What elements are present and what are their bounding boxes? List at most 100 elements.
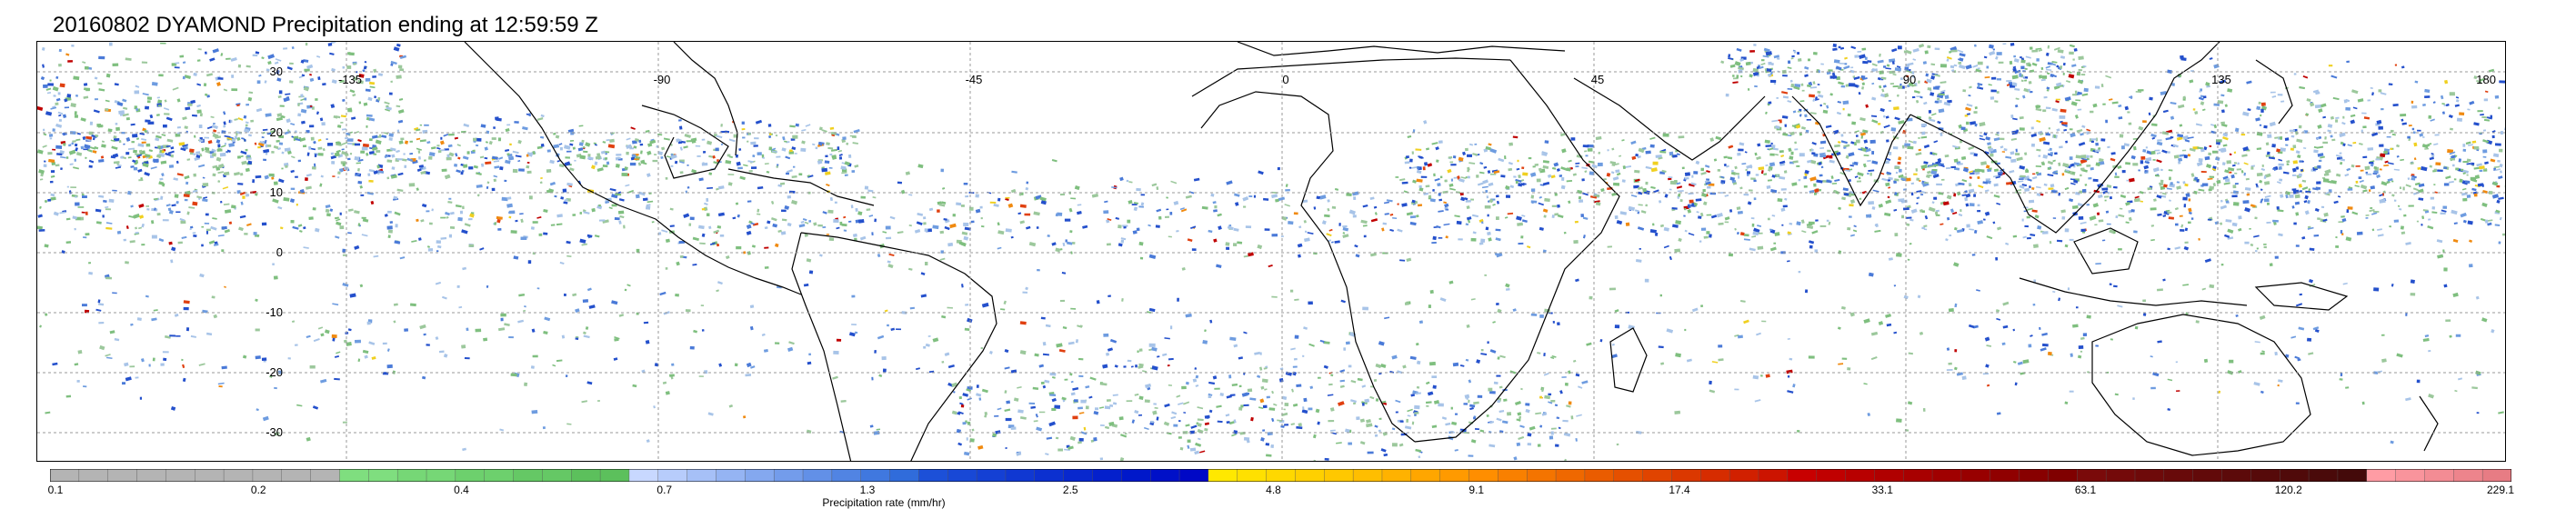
- precip-cell: [277, 370, 283, 374]
- precip-cell: [536, 117, 544, 121]
- precip-cell: [1466, 205, 1470, 210]
- precip-cell: [2295, 212, 2300, 216]
- precip-cell: [39, 324, 42, 328]
- precip-cell: [2240, 170, 2244, 174]
- precip-cell: [1303, 220, 1307, 224]
- precip-cell: [1542, 181, 1550, 186]
- precip-cell: [2490, 158, 2496, 163]
- precip-cell: [2347, 188, 2353, 191]
- precip-cell: [201, 244, 204, 247]
- precip-cell: [98, 195, 105, 198]
- precip-cell: [2019, 185, 2025, 189]
- precip-cell: [331, 161, 336, 165]
- precip-cell: [2224, 169, 2230, 174]
- precip-cell: [390, 147, 396, 152]
- precip-cell: [163, 125, 167, 128]
- precip-cell: [776, 165, 778, 168]
- precip-cell: [1477, 182, 1484, 186]
- precip-cell: [706, 197, 709, 202]
- precip-cell: [1049, 394, 1057, 396]
- precip-cell: [1792, 110, 1797, 114]
- precip-cell: [1798, 271, 1801, 274]
- precip-cell: [605, 200, 610, 205]
- precip-cell: [1464, 197, 1468, 201]
- precip-cell: [2379, 198, 2386, 204]
- precip-cell: [2431, 205, 2436, 210]
- precip-cell: [1406, 418, 1409, 423]
- precip-cell: [2128, 177, 2135, 183]
- precip-cell: [76, 132, 81, 135]
- precip-cell: [1173, 200, 1179, 205]
- precip-cell: [2391, 194, 2395, 197]
- precip-cell: [1527, 433, 1532, 437]
- precip-cell: [138, 203, 145, 208]
- precip-cell: [466, 151, 470, 155]
- precip-cell: [956, 202, 962, 206]
- precip-cell: [1977, 220, 1984, 225]
- precip-cell: [2121, 145, 2125, 150]
- precip-cell: [501, 196, 508, 202]
- precip-cell: [1303, 326, 1308, 330]
- precip-cell: [1840, 140, 1848, 145]
- precip-cell: [1078, 437, 1084, 442]
- precip-cell: [278, 135, 285, 139]
- precip-cell: [839, 221, 843, 225]
- precip-cell: [2107, 145, 2110, 149]
- precip-cell: [371, 356, 376, 360]
- precip-cell: [727, 174, 735, 175]
- precip-cell: [1598, 151, 1601, 155]
- precip-cell: [1966, 224, 1970, 228]
- precip-cell: [2381, 181, 2388, 186]
- precip-cell: [2156, 152, 2161, 155]
- precip-cell: [2339, 378, 2343, 381]
- precip-cell: [2380, 92, 2387, 95]
- precip-cell: [560, 196, 565, 200]
- precip-cell: [2365, 216, 2369, 219]
- precip-cell: [1270, 444, 1274, 448]
- precip-cell: [49, 180, 54, 184]
- precip-cell: [1921, 210, 1926, 214]
- precip-cell: [1261, 378, 1268, 384]
- precip-cell: [371, 135, 378, 139]
- precip-cell: [256, 408, 259, 412]
- precip-cell: [1399, 420, 1404, 423]
- precip-cell: [346, 107, 353, 111]
- precip-cell: [2038, 155, 2041, 157]
- precip-cell: [1743, 319, 1749, 324]
- precip-cell: [1905, 216, 1912, 219]
- precip-cell: [183, 194, 190, 198]
- precip-cell: [2200, 88, 2203, 92]
- precip-cell: [1006, 400, 1010, 404]
- precip-cell: [787, 222, 792, 227]
- precip-cell: [1715, 135, 1722, 141]
- precip-cell: [2113, 284, 2118, 288]
- precip-cell: [1971, 254, 1976, 256]
- precip-cell: [2342, 143, 2346, 147]
- precip-cell: [1854, 175, 1859, 179]
- precip-cell: [329, 52, 335, 55]
- precip-cell: [274, 61, 279, 65]
- precip-cell: [1746, 174, 1749, 176]
- precip-cell: [1105, 352, 1110, 356]
- precip-cell: [265, 144, 268, 148]
- precip-cell: [517, 139, 522, 145]
- precip-cell: [1234, 193, 1240, 197]
- precip-cell: [1239, 431, 1246, 435]
- precip-cell: [727, 182, 733, 186]
- precip-cell: [1484, 274, 1488, 276]
- precip-cell: [43, 164, 47, 167]
- precip-cell: [431, 146, 436, 150]
- precip-cell: [1283, 408, 1286, 411]
- precip-cell: [2276, 148, 2280, 153]
- precip-cell: [2362, 125, 2367, 129]
- precip-cell: [45, 87, 52, 91]
- precip-cell: [630, 126, 636, 130]
- precip-cell: [38, 169, 45, 175]
- precip-cell: [1984, 211, 1990, 216]
- precip-cell: [2167, 69, 2172, 74]
- precip-cell: [1958, 61, 1962, 65]
- precip-cell: [901, 311, 907, 314]
- precip-cell: [1718, 222, 1724, 225]
- precip-cell: [1294, 334, 1299, 339]
- precip-cell: [923, 345, 927, 349]
